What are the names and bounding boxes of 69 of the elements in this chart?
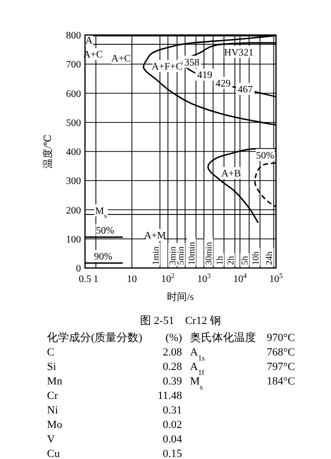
y-tick-label: 200 (66, 205, 81, 216)
text: Cu (47, 448, 60, 459)
text: 2.08 (162, 346, 182, 358)
x-axis-title: 时间/s (167, 291, 194, 303)
text: 化学成分(质量分数) (47, 331, 143, 344)
y-tick-label: 100 (66, 234, 81, 246)
x-tick-label: 10$^{2}$ (161, 272, 176, 285)
y-tick-label: 700 (66, 60, 81, 71)
annotation: 50% (96, 226, 114, 237)
x-tick-label: 1 (93, 274, 98, 285)
ref-line-label: 30min (204, 242, 214, 265)
annotation: A+B (221, 168, 242, 180)
ref-line-label: 1h (214, 256, 224, 265)
x-tick-label: 10$^{3}$ (197, 272, 212, 285)
text: Mo (47, 419, 63, 431)
annotation: 467 (238, 84, 253, 96)
y-tick-label: 600 (66, 88, 81, 100)
text: C (47, 346, 54, 358)
annotation: 90% (94, 252, 112, 263)
x-tick-label: 0.5 (78, 274, 92, 285)
ref-line-label: 24h (264, 251, 274, 265)
text: 奥氏体化温度 (190, 331, 256, 344)
text: A$_{1s}$ (190, 346, 205, 362)
text: V (47, 434, 55, 446)
text: Si (47, 361, 56, 373)
text: M$_{s}$ (190, 376, 203, 391)
text: 0.15 (162, 448, 182, 459)
ref-line-label: 5min (176, 246, 186, 265)
text: 图 2-51 Cr12 钢 (140, 315, 221, 327)
text: Mn (47, 376, 63, 388)
y-tick-label: 500 (66, 118, 81, 129)
annotation: 429 (216, 78, 231, 90)
annotation: HV321 (224, 47, 254, 58)
text: 0.39 (162, 376, 182, 388)
annotation: A+C (111, 54, 132, 64)
annotation: 50% (256, 150, 274, 162)
annotation: 419 (197, 70, 212, 82)
text: (%) (166, 332, 182, 344)
ref-line-label: 2h (225, 256, 236, 265)
text: 0.02 (162, 419, 182, 431)
x-tick-label: 10$^{5}$ (269, 272, 284, 285)
y-tick-label: 800 (66, 30, 81, 42)
annotation: 358 (184, 57, 200, 68)
ref-line-label: 3min (168, 246, 178, 265)
text: 970°C (266, 332, 295, 344)
annotation: A (85, 36, 94, 46)
text: 0.28 (162, 361, 182, 373)
text: A$_{1f}$ (190, 361, 205, 376)
text: 0.31 (162, 404, 182, 416)
text: 0.04 (162, 434, 182, 446)
text: 11.48 (158, 390, 182, 402)
y-tick-label: 400 (66, 147, 81, 158)
ref-line-label: 1min (150, 246, 160, 265)
text: Ni (47, 404, 58, 416)
y-tick-label: 300 (66, 176, 81, 188)
x-tick-label: 10$^{4}$ (233, 272, 248, 285)
x-tick-label: 10 (126, 274, 137, 285)
text: 768°C (266, 346, 295, 358)
annotation: A+F+C (152, 62, 183, 72)
annotation: A+M (144, 230, 166, 242)
y-tick-label: 0 (76, 264, 81, 274)
text: 797°C (266, 361, 295, 373)
ref-line-label: 10h (250, 251, 261, 265)
text: 184°C (266, 376, 295, 388)
text: Cr (47, 390, 58, 402)
ref-line-label: M$_{s}$ (95, 206, 108, 220)
y-axis-title: 温度/℃ (42, 134, 54, 168)
ref-line-label: 10min (186, 242, 196, 265)
ref-line-label: 5h (240, 256, 250, 265)
